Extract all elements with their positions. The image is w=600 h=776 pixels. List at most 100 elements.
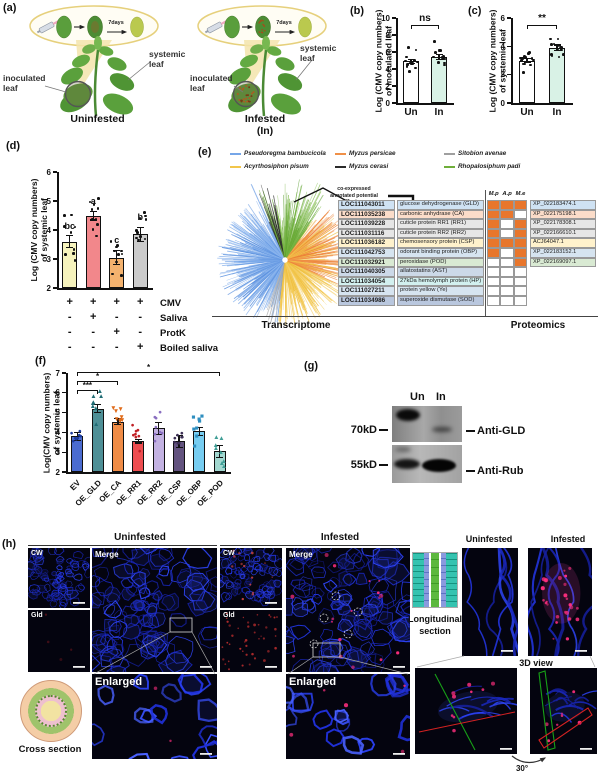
inoculated-leaf-label-right: inoculated leaf bbox=[190, 73, 233, 93]
panel-c-chart: (c) 0 2 4 6 Log (CMV copy numbers) of system… bbox=[464, 2, 600, 134]
marker-55kd: 55kD bbox=[330, 459, 390, 471]
table-presence-cell bbox=[500, 200, 514, 210]
scatter-point: ● bbox=[153, 423, 158, 431]
bar bbox=[62, 241, 78, 288]
error-cap bbox=[155, 433, 163, 436]
micro-image bbox=[463, 548, 518, 656]
bar bbox=[85, 215, 101, 288]
scatter-point bbox=[524, 56, 528, 59]
tile-label-gld: Gld bbox=[31, 612, 43, 619]
error-bar bbox=[69, 235, 71, 248]
scatter-point bbox=[95, 234, 99, 238]
table-protein-name: allatostatins (AST) bbox=[397, 267, 484, 277]
treatment-sign: - bbox=[114, 311, 119, 323]
bar bbox=[132, 234, 148, 289]
legend-item: Acyrthosiphon pisum bbox=[230, 163, 309, 170]
inoculated-leaf-label-left: inoculated leaf bbox=[3, 73, 46, 93]
table-presence-cell bbox=[487, 296, 501, 306]
scatter-point: ▲ bbox=[220, 458, 227, 466]
scatter-point: ■ bbox=[197, 417, 202, 425]
treatment-label: Boiled saliva bbox=[160, 342, 219, 354]
rotation-label: 30° bbox=[515, 764, 529, 773]
table-loc-id: LOC111031116 bbox=[338, 228, 395, 239]
error-cap bbox=[435, 59, 443, 61]
error-cap bbox=[136, 226, 144, 228]
legend-color-dash bbox=[444, 165, 455, 168]
scatter-point: ● bbox=[131, 432, 136, 440]
sig-label: ** bbox=[538, 13, 546, 25]
band-un-gld bbox=[396, 409, 420, 421]
scatter-point bbox=[414, 48, 418, 52]
error-cap bbox=[175, 434, 183, 437]
y-axis-title: Log(CMV copy numbers) of systemic leaf bbox=[41, 372, 61, 473]
scatter-point bbox=[527, 52, 530, 55]
scatter-point bbox=[115, 245, 118, 249]
scatter-point: ● bbox=[172, 438, 177, 446]
treatment-sign: + bbox=[113, 326, 120, 338]
scatter-point bbox=[115, 260, 118, 264]
x-tick-label: In bbox=[552, 107, 562, 118]
band-in-gld bbox=[432, 427, 452, 432]
panel-e: (e) co-expressed annotated potential eff… bbox=[196, 142, 600, 360]
scatter-point: ● bbox=[69, 430, 74, 438]
longitudinal-diagram bbox=[412, 552, 458, 608]
scatter-point bbox=[144, 218, 148, 221]
table-presence-cell bbox=[500, 238, 514, 248]
y-tick bbox=[62, 431, 66, 433]
panel-a: (a) bbox=[0, 0, 340, 137]
scatter-point: ● bbox=[175, 439, 180, 447]
table-accession: XP_022166610.1 bbox=[530, 228, 596, 239]
uninfested-inset-leaf-patch bbox=[91, 21, 99, 33]
error-cap bbox=[114, 418, 122, 420]
scatter-point bbox=[109, 240, 113, 243]
error-bar bbox=[137, 439, 139, 443]
scatter-point bbox=[443, 63, 446, 67]
scatter-point: ▲ bbox=[90, 398, 97, 406]
table-loc-id: LOC111035238 bbox=[338, 209, 395, 220]
scatter-point bbox=[556, 37, 560, 41]
proteomics-col-header: A.p bbox=[502, 191, 512, 197]
group-line-infested bbox=[220, 545, 410, 546]
scatter-point bbox=[413, 58, 416, 62]
table-presence-cell bbox=[487, 238, 501, 248]
scatter-point bbox=[72, 248, 76, 252]
marker-dash bbox=[379, 464, 388, 466]
scatter-point bbox=[111, 272, 114, 276]
table-presence-cell bbox=[487, 209, 501, 220]
scatter-point bbox=[440, 56, 444, 59]
y-axis-title: Log (CMV copy numbers) of systemic leaf bbox=[487, 9, 507, 112]
error-bar bbox=[117, 418, 119, 425]
bar bbox=[111, 421, 124, 472]
y-tick-label: 8 bbox=[385, 30, 390, 40]
scatter-point bbox=[442, 55, 445, 58]
y-tick-label: 2 bbox=[500, 70, 505, 80]
treatment-sign: - bbox=[67, 326, 72, 338]
table-presence-cell bbox=[487, 219, 501, 229]
scatter-point bbox=[549, 43, 553, 46]
x-axis bbox=[511, 103, 573, 105]
scatter-point: ● bbox=[134, 427, 139, 435]
error-cap bbox=[134, 439, 142, 441]
table-presence-cell bbox=[513, 286, 528, 296]
scatter-point: ● bbox=[136, 433, 141, 441]
scatter-point bbox=[143, 211, 146, 214]
band-un-rub bbox=[394, 459, 420, 469]
error-bar bbox=[76, 432, 78, 441]
error-bar bbox=[438, 54, 440, 60]
bracket-label: * bbox=[146, 363, 151, 372]
treatment-sign: - bbox=[91, 341, 96, 353]
legend-color-dash bbox=[335, 165, 346, 168]
treatment-sign: - bbox=[67, 341, 72, 353]
table-accession: XP_022183152.1 bbox=[530, 248, 596, 258]
table-protein-name: peroxidase (POD) bbox=[397, 257, 484, 268]
antibody-gld-text: Anti-GLD bbox=[477, 425, 526, 437]
legend-item: Rhopalosiphum padi bbox=[444, 163, 520, 170]
error-bar bbox=[158, 422, 160, 435]
y-tick-label: 10 bbox=[381, 13, 390, 23]
scatter-point bbox=[405, 55, 408, 59]
treatment-sign: - bbox=[67, 311, 72, 323]
scatter-point bbox=[88, 200, 92, 204]
y-tick bbox=[507, 17, 511, 19]
error-cap bbox=[435, 54, 443, 56]
scatter-point bbox=[137, 238, 140, 242]
